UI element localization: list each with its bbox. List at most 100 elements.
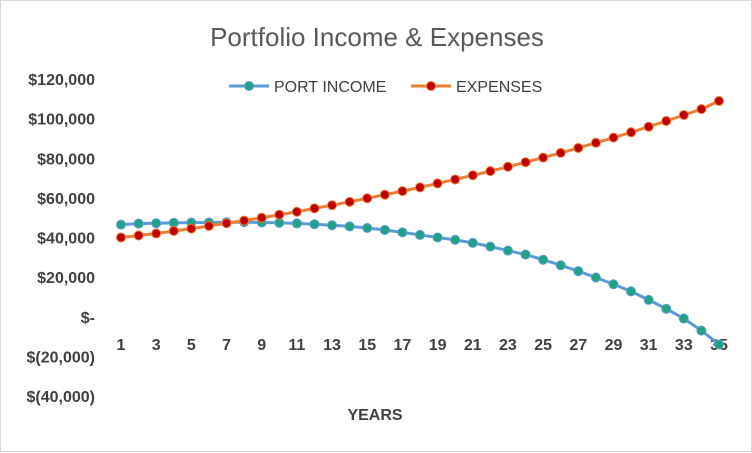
data-point-port-income	[133, 218, 144, 229]
data-point-expenses	[274, 209, 285, 220]
x-tick-label: 9	[257, 337, 266, 354]
x-tick-label: 3	[152, 337, 161, 354]
x-tick-label: 27	[569, 337, 587, 354]
data-point-port-income	[151, 218, 162, 229]
data-point-expenses	[415, 182, 425, 193]
y-tick-label: $(20,000)	[27, 349, 96, 366]
y-tick-label: $-	[81, 310, 95, 327]
legend-item-port-income: PORT INCOME	[229, 79, 386, 96]
data-point-expenses	[397, 186, 408, 197]
data-point-expenses	[256, 212, 267, 223]
chart-title: Portfolio Income & Expenses	[210, 22, 544, 52]
legend-label-expenses: EXPENSES	[456, 79, 542, 96]
data-point-port-income	[573, 266, 584, 277]
legend-marker-port-income	[244, 81, 254, 91]
data-point-port-income	[309, 219, 320, 230]
data-point-expenses	[379, 189, 390, 200]
data-point-port-income	[590, 272, 601, 283]
legend-label-port-income: PORT INCOME	[274, 79, 386, 96]
x-axis: 1357911131517192123252729313335	[117, 337, 728, 354]
data-point-expenses	[309, 203, 320, 214]
data-point-expenses	[327, 200, 338, 211]
x-tick-label: 21	[464, 337, 482, 354]
data-point-expenses	[203, 221, 214, 232]
data-point-port-income	[608, 279, 619, 290]
data-point-port-income	[379, 224, 390, 235]
data-point-port-income	[432, 232, 443, 243]
legend-item-expenses: EXPENSES	[411, 79, 542, 96]
x-tick-label: 15	[358, 337, 376, 354]
x-tick-label: 17	[394, 337, 412, 354]
data-point-expenses	[116, 232, 126, 243]
series-line-port-income	[120, 220, 720, 346]
data-point-port-income	[502, 245, 513, 256]
data-point-port-income	[450, 234, 461, 245]
data-point-port-income	[362, 222, 373, 233]
legend: PORT INCOME EXPENSES	[229, 79, 542, 96]
data-point-expenses	[590, 137, 601, 148]
data-point-port-income	[520, 249, 531, 260]
x-tick-label: 33	[675, 337, 693, 354]
x-tick-label: 19	[429, 337, 447, 354]
data-point-port-income	[116, 219, 126, 230]
data-point-port-income	[291, 218, 302, 229]
x-tick-label: 25	[534, 337, 552, 354]
x-tick-label: 11	[288, 337, 305, 354]
y-tick-label: $20,000	[37, 270, 95, 287]
data-point-port-income	[555, 260, 566, 271]
data-point-expenses	[362, 193, 373, 204]
data-point-port-income	[397, 227, 408, 238]
data-point-expenses	[221, 218, 232, 229]
data-point-expenses	[573, 142, 584, 153]
data-point-expenses	[678, 110, 689, 121]
data-point-port-income	[678, 313, 689, 324]
data-point-expenses	[186, 223, 197, 234]
x-tick-label: 7	[222, 337, 231, 354]
y-tick-label: $(40,000)	[27, 389, 96, 406]
data-point-expenses	[643, 121, 654, 132]
legend-marker-expenses	[426, 81, 436, 91]
series-layer	[116, 95, 724, 350]
y-axis: $120,000 $100,000 $80,000 $60,000 $40,000 $20…	[27, 72, 96, 406]
data-point-expenses	[502, 161, 513, 172]
y-tick-label: $60,000	[37, 191, 95, 208]
data-point-expenses	[344, 196, 355, 207]
x-tick-label: 31	[640, 337, 658, 354]
data-point-expenses	[538, 152, 549, 163]
data-point-port-income	[415, 229, 425, 240]
data-point-expenses	[467, 170, 478, 181]
data-point-expenses	[626, 127, 637, 138]
data-point-expenses	[714, 95, 724, 106]
x-tick-label: 1	[117, 337, 126, 354]
data-point-expenses	[239, 215, 250, 226]
y-tick-label: $100,000	[28, 112, 95, 129]
data-point-port-income	[467, 237, 478, 248]
data-point-port-income	[643, 294, 654, 305]
data-point-port-income	[661, 303, 672, 314]
data-point-port-income	[344, 221, 355, 232]
y-tick-label: $40,000	[37, 231, 95, 248]
data-point-expenses	[661, 116, 672, 127]
x-tick-label: 5	[187, 337, 196, 354]
data-point-port-income	[327, 220, 338, 231]
data-point-port-income	[696, 325, 707, 336]
data-point-expenses	[696, 104, 707, 115]
x-tick-label: 13	[323, 337, 341, 354]
data-point-port-income	[538, 254, 549, 265]
data-point-port-income	[485, 241, 496, 252]
x-tick-label: 29	[605, 337, 623, 354]
data-point-expenses	[608, 132, 619, 143]
data-point-expenses	[450, 174, 461, 185]
x-tick-label: 23	[499, 337, 517, 354]
data-point-port-income	[714, 339, 724, 350]
data-point-expenses	[151, 228, 162, 239]
y-tick-label: $80,000	[37, 151, 95, 168]
data-point-expenses	[485, 166, 496, 177]
data-point-expenses	[133, 230, 144, 241]
data-point-expenses	[168, 225, 179, 236]
series-line-expenses	[120, 99, 720, 239]
y-tick-label: $120,000	[28, 72, 95, 89]
x-axis-label: YEARS	[347, 407, 402, 424]
